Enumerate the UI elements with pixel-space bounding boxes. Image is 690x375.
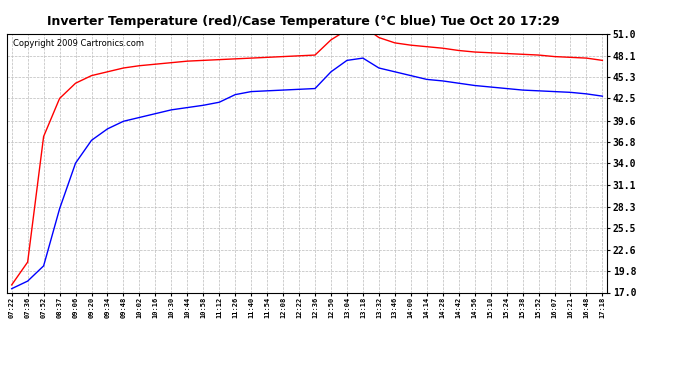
Text: Copyright 2009 Cartronics.com: Copyright 2009 Cartronics.com: [13, 39, 144, 48]
Text: Inverter Temperature (red)/Case Temperature (°C blue) Tue Oct 20 17:29: Inverter Temperature (red)/Case Temperat…: [48, 15, 560, 28]
